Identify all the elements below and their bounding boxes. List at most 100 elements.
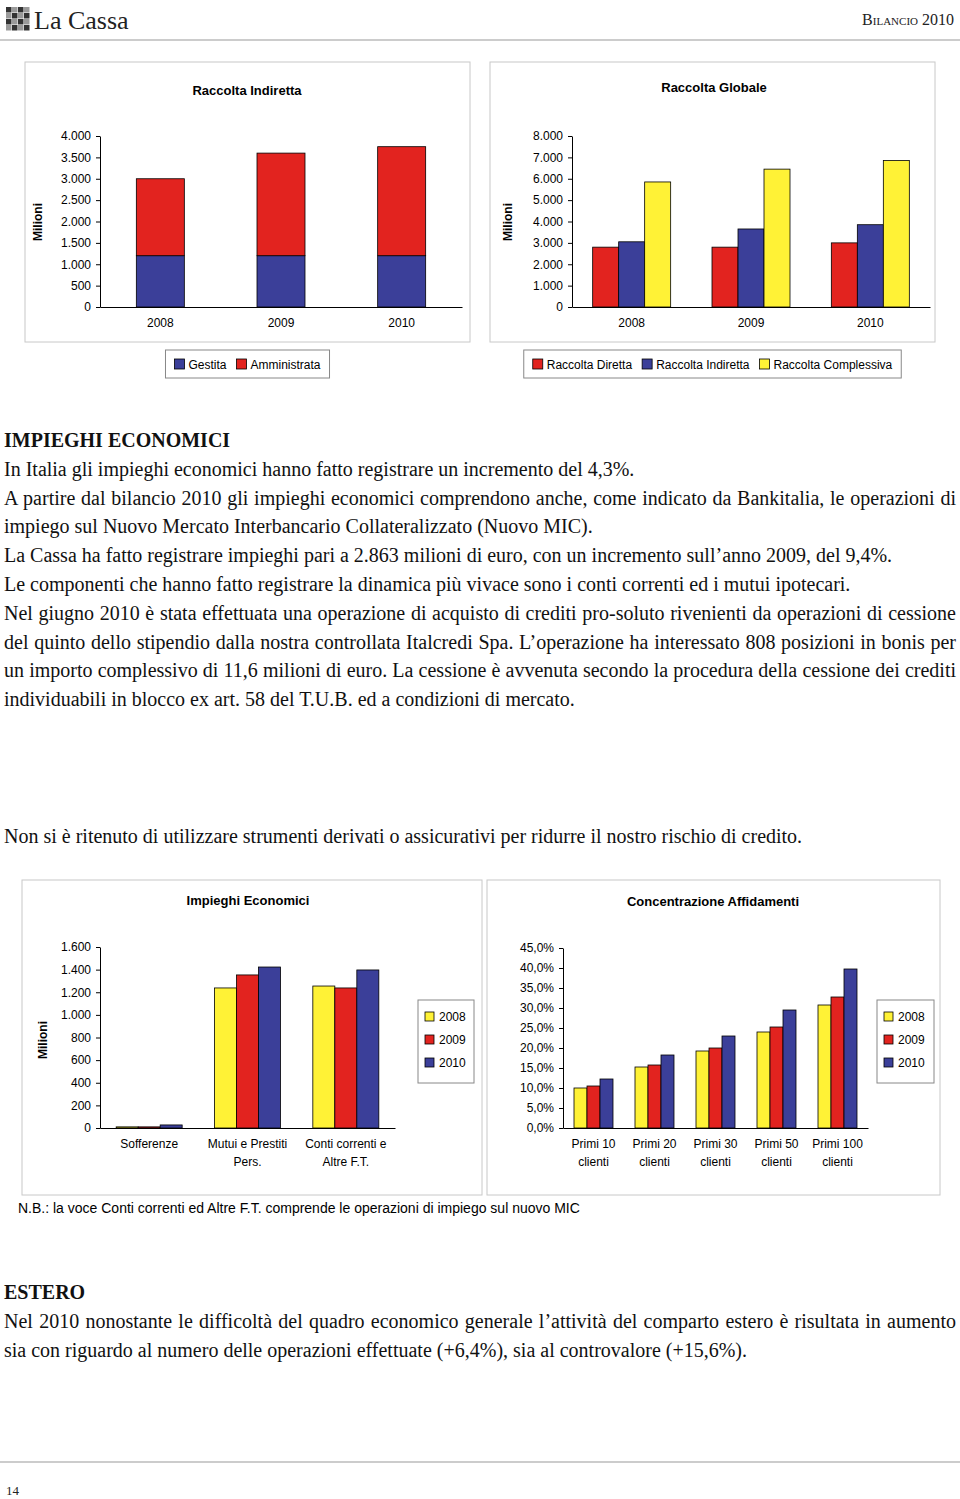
y-tick: 1.000 bbox=[61, 1008, 100, 1022]
y-tick-mark bbox=[568, 136, 572, 137]
y-tick: 500 bbox=[71, 279, 100, 293]
y-tick-mark bbox=[559, 1008, 563, 1009]
y-tick-label: 1.000 bbox=[61, 1008, 91, 1022]
x-tick: 2009 bbox=[268, 316, 295, 330]
y-axis-title: Milioni bbox=[501, 203, 515, 241]
x-tick-label-line: 2010 bbox=[388, 316, 415, 330]
y-tick-mark bbox=[96, 157, 100, 158]
bars bbox=[116, 967, 379, 1128]
y-tick-label: 500 bbox=[71, 279, 91, 293]
y-tick-label: 25,0% bbox=[520, 1021, 554, 1035]
logo-cell bbox=[6, 13, 12, 19]
legend: GestitaAmministrata bbox=[165, 350, 329, 378]
y-tick-label: 30,0% bbox=[520, 1001, 554, 1015]
y-tick: 1.400 bbox=[61, 963, 100, 977]
x-tick: 2010 bbox=[857, 316, 884, 330]
chart: Impieghi EconomiciMilioni02004006008001.… bbox=[22, 880, 482, 1195]
x-tick-label-line: 2008 bbox=[618, 316, 645, 330]
header-title: Bilancio 2010 bbox=[862, 11, 954, 28]
header: La CassaBilancio 2010 bbox=[0, 6, 960, 40]
x-tick-label-line: Sofferenze bbox=[120, 1137, 178, 1151]
y-tick-mark bbox=[96, 136, 100, 137]
x-tick: Primi 10clienti bbox=[571, 1137, 615, 1169]
legend-label: Amministrata bbox=[251, 358, 321, 372]
legend-label: Raccolta Indiretta bbox=[656, 358, 750, 372]
bars bbox=[574, 969, 857, 1128]
y-tick-mark bbox=[96, 992, 100, 993]
logo-cell bbox=[24, 13, 30, 19]
y-tick-label: 1.200 bbox=[61, 986, 91, 1000]
chart-frame bbox=[487, 880, 940, 1195]
bar bbox=[357, 970, 379, 1128]
logo-cell bbox=[12, 19, 18, 25]
y-tick: 40,0% bbox=[520, 961, 563, 975]
y-tick-mark bbox=[568, 157, 572, 158]
x-axis-line bbox=[101, 1128, 396, 1129]
logo-cell bbox=[12, 13, 18, 19]
legend: 200820092010 bbox=[877, 1000, 934, 1083]
logo-cell bbox=[6, 7, 12, 13]
legend-label: 2008 bbox=[439, 1010, 466, 1024]
paragraph: Le componenti che hanno fatto registrare… bbox=[4, 570, 956, 599]
x-tick: Sofferenze bbox=[120, 1137, 178, 1151]
bar bbox=[645, 182, 671, 307]
y-tick-mark bbox=[96, 1060, 100, 1061]
y-axis: 05001.0001.5002.0002.5003.0003.5004.000 bbox=[61, 129, 101, 314]
x-tick-label: Conti correnti eAltre F.T. bbox=[305, 1137, 387, 1169]
y-tick: 3.000 bbox=[61, 172, 100, 186]
y-tick: 200 bbox=[71, 1099, 100, 1113]
y-tick: 8.000 bbox=[533, 129, 572, 143]
y-tick-mark bbox=[96, 1128, 100, 1129]
x-tick-label: Mutui e PrestitiPers. bbox=[208, 1137, 287, 1169]
y-axis-title: Milioni bbox=[31, 203, 45, 241]
y-tick: 4.000 bbox=[533, 215, 572, 229]
y-tick-label: 1.400 bbox=[61, 963, 91, 977]
legend-swatch bbox=[760, 359, 770, 369]
bar bbox=[709, 1048, 722, 1128]
x-tick: 2008 bbox=[618, 316, 645, 330]
paragraph: Non si è ritenuto di utilizzare strument… bbox=[4, 822, 956, 851]
x-axis: 200820092010 bbox=[573, 308, 931, 330]
y-tick-mark bbox=[568, 286, 572, 287]
y-tick-label: 40,0% bbox=[520, 961, 554, 975]
y-axis-line bbox=[563, 949, 564, 1129]
y-tick-mark bbox=[96, 200, 100, 201]
footer-rule bbox=[0, 1462, 960, 1463]
y-tick-label: 1.000 bbox=[61, 258, 91, 272]
y-tick-mark bbox=[568, 222, 572, 223]
chart-frame bbox=[25, 62, 470, 342]
y-axis-title: Milioni bbox=[36, 1021, 50, 1059]
y-tick-label: 800 bbox=[71, 1031, 91, 1045]
y-tick-mark bbox=[568, 179, 572, 180]
legend-swatch bbox=[425, 1035, 434, 1044]
legend-box bbox=[524, 350, 901, 378]
x-tick-label: 2010 bbox=[388, 316, 415, 330]
x-tick-label: Primi 30clienti bbox=[693, 1137, 737, 1169]
logo-cell bbox=[24, 7, 30, 13]
logo-cell bbox=[18, 19, 24, 25]
y-tick-mark bbox=[96, 286, 100, 287]
bar bbox=[257, 153, 305, 256]
legend-swatch bbox=[237, 359, 247, 369]
y-tick-label: 3.000 bbox=[61, 172, 91, 186]
bar bbox=[764, 169, 790, 307]
bar bbox=[712, 247, 738, 307]
legend: Raccolta DirettaRaccolta IndirettaRaccol… bbox=[524, 350, 901, 378]
bar bbox=[378, 147, 426, 256]
x-tick-label-line: Primi 10 bbox=[571, 1137, 615, 1151]
y-tick-mark bbox=[559, 1108, 563, 1109]
y-tick-label: 0 bbox=[84, 1121, 91, 1135]
y-tick-mark bbox=[96, 264, 100, 265]
page-number: 14 bbox=[6, 1483, 20, 1498]
x-tick-label: 2010 bbox=[857, 316, 884, 330]
legend-label: Raccolta Complessiva bbox=[774, 358, 893, 372]
legend-swatch bbox=[884, 1012, 893, 1021]
bar bbox=[136, 256, 184, 307]
y-tick-label: 8.000 bbox=[533, 129, 563, 143]
x-tick: Primi 30clienti bbox=[693, 1137, 737, 1169]
bar bbox=[136, 179, 184, 256]
y-tick-label: 0 bbox=[84, 300, 91, 314]
x-tick-label-line: Primi 20 bbox=[632, 1137, 676, 1151]
y-tick: 0,0% bbox=[527, 1121, 563, 1135]
bar bbox=[661, 1055, 674, 1128]
